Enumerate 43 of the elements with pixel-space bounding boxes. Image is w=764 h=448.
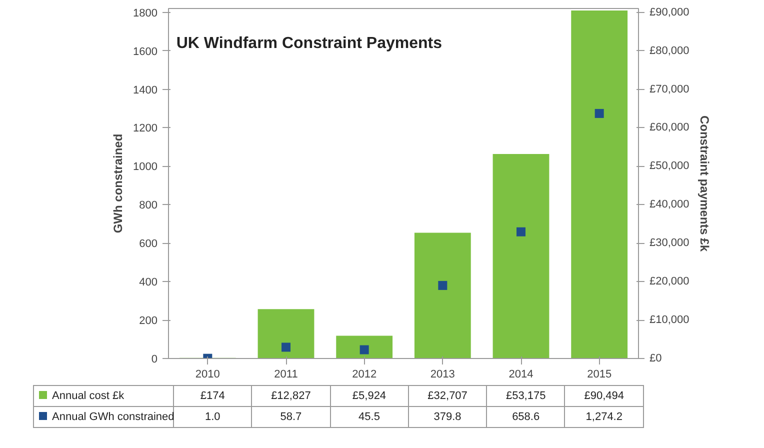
x-tick-label: 2014 — [508, 368, 534, 380]
y-tick-label: 1600 — [133, 46, 158, 58]
y2-tick-label: £50,000 — [650, 160, 690, 172]
y2-tick-label: £70,000 — [650, 83, 690, 96]
y-tick-label: 400 — [139, 276, 158, 289]
data-label: 58.7 — [252, 406, 330, 428]
data-label: £5,924 — [330, 386, 408, 406]
data-label: 1.0 — [174, 406, 252, 428]
y2-tick-label: £40,000 — [650, 198, 690, 211]
legend-label: Annual cost £k — [34, 386, 174, 406]
y2-tick-label: £20,000 — [650, 276, 690, 288]
data-label: £53,175 — [486, 386, 565, 406]
y-tick-label: 200 — [139, 315, 158, 328]
data-label: £174 — [174, 386, 252, 406]
y-tick-label: 1800 — [133, 7, 158, 20]
y-axis-title: GWh constrained — [111, 134, 126, 234]
data-label: 1,274.2 — [564, 406, 644, 428]
y2-tick-label: £0 — [650, 352, 662, 364]
y2-tick-label: £60,000 — [650, 122, 690, 134]
y-tick-label: 1400 — [133, 84, 158, 96]
y2-axis-title: Constraint payments £k — [697, 115, 712, 252]
x-tick-label: 2013 — [430, 368, 455, 380]
x-tick-label: 2011 — [274, 368, 298, 380]
data-label: £32,707 — [408, 386, 487, 406]
data-label: 379.8 — [408, 406, 487, 428]
y-tick-label: 800 — [139, 200, 158, 212]
y-tick-label: 0 — [151, 354, 158, 366]
y-tick-label: 1000 — [133, 161, 158, 174]
x-tick-label: 2012 — [352, 368, 377, 380]
data-label: £12,827 — [252, 386, 330, 406]
text: UK Windfarm Constraint Payments — [176, 35, 442, 52]
y2-tick-label: £10,000 — [650, 314, 690, 326]
legend-label: Annual GWh constrained — [34, 406, 174, 428]
x-tick-label: 2010 — [195, 368, 220, 380]
y2-tick-label: £80,000 — [650, 44, 690, 57]
data-label: 45.5 — [330, 406, 408, 428]
y2-tick-label: £30,000 — [650, 237, 690, 250]
y-tick-label: 600 — [139, 238, 158, 250]
y-tick-label: 1200 — [133, 122, 158, 135]
data-label: 658.6 — [486, 406, 565, 428]
y2-tick-label: £90,000 — [650, 6, 690, 18]
data-label: £90,494 — [564, 386, 644, 406]
x-tick-label: 2015 — [587, 368, 612, 380]
